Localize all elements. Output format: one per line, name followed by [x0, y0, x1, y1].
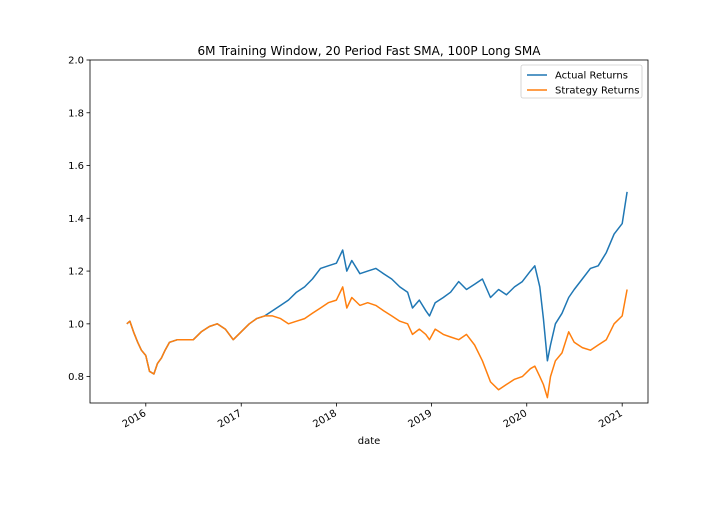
series-group — [126, 191, 628, 399]
legend-label: Actual Returns — [555, 71, 628, 82]
legend-box — [520, 64, 643, 99]
chart-title: 6M Training Window, 20 Period Fast SMA, … — [198, 44, 542, 58]
y-tick-label: 1.4 — [68, 214, 84, 225]
y-tick-label: 1.8 — [68, 108, 84, 119]
y-tick-label: 2.0 — [68, 56, 84, 67]
axes-group — [89, 59, 649, 404]
legend: Actual Returns Strategy Returns — [520, 64, 643, 99]
plot-frame — [89, 59, 649, 404]
y-tick-label: 1.0 — [68, 319, 84, 330]
y-tick-label: 1.2 — [68, 267, 84, 278]
y-tick-label: 1.6 — [68, 161, 84, 172]
series-line-strategy-returns — [126, 286, 628, 399]
y-tick-label: 0.8 — [68, 372, 84, 383]
legend-label: Strategy Returns — [555, 86, 639, 97]
x-axis-label: date — [358, 436, 381, 447]
y-axis-ticks: 0.8 1.0 1.2 1.4 1.6 1.8 2.0 — [68, 56, 90, 383]
